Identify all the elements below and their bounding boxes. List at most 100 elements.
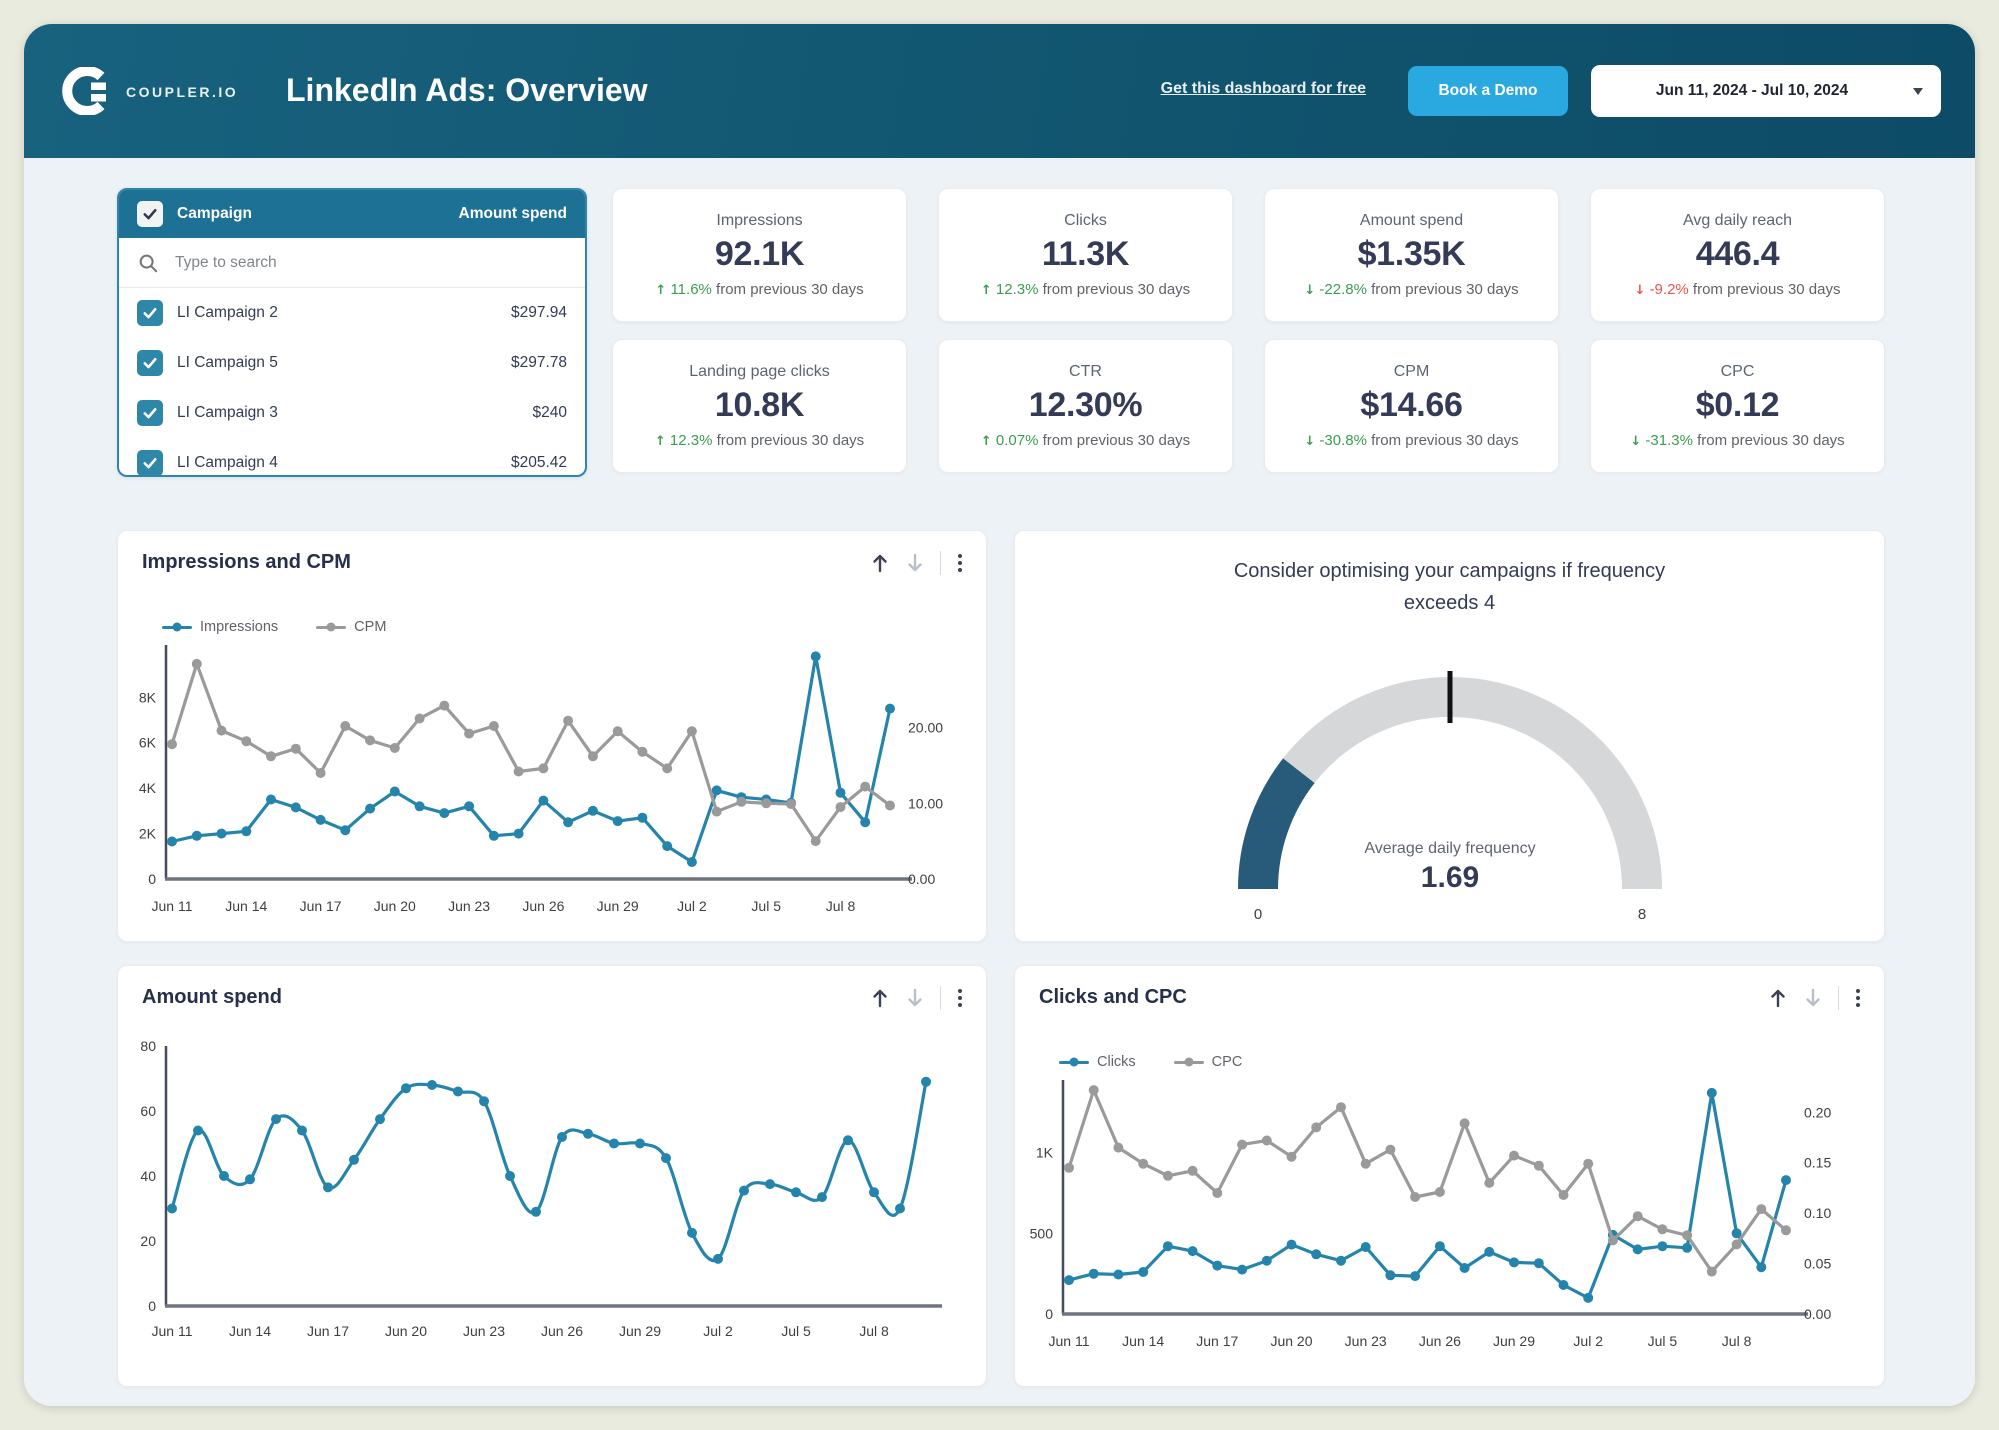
svg-text:0: 0 xyxy=(1254,906,1262,923)
brand-name: COUPLER.IO xyxy=(126,84,239,100)
kpi-card: CPC $0.12 ↓ -31.3% from previous 30 days xyxy=(1590,339,1885,473)
kpi-card: Amount spend $1.35K ↓ -22.8% from previo… xyxy=(1264,188,1559,322)
svg-text:0: 0 xyxy=(1045,1306,1053,1322)
svg-text:6K: 6K xyxy=(139,735,157,751)
campaign-checkbox[interactable] xyxy=(137,450,163,475)
chevron-down-icon xyxy=(1913,87,1923,95)
kpi-card: Clicks 11.3K ↑ 12.3% from previous 30 da… xyxy=(938,188,1233,322)
svg-text:80: 80 xyxy=(140,1038,156,1054)
kpi-label: Clicks xyxy=(1064,212,1107,229)
kpi-delta: ↑ 11.6% from previous 30 days xyxy=(655,281,864,298)
legend-label: Impressions xyxy=(200,619,279,635)
sort-descending-icon[interactable] xyxy=(905,552,925,574)
kpi-card: CTR 12.30% ↑ 0.07% from previous 30 days xyxy=(938,339,1233,473)
campaign-search-input[interactable] xyxy=(173,252,567,273)
svg-text:Jun 26: Jun 26 xyxy=(541,1323,583,1339)
date-range-picker[interactable]: Jun 11, 2024 - Jul 10, 2024 xyxy=(1591,65,1941,117)
more-options-icon[interactable] xyxy=(956,987,964,1009)
svg-text:Jun 26: Jun 26 xyxy=(1419,1333,1461,1349)
kpi-label: Avg daily reach xyxy=(1682,212,1793,229)
svg-text:20: 20 xyxy=(140,1233,156,1249)
svg-text:Jun 26: Jun 26 xyxy=(522,898,564,914)
campaign-name: LI Campaign 3 xyxy=(177,404,278,421)
page-title: LinkedIn Ads: Overview xyxy=(286,72,648,108)
svg-text:10.00: 10.00 xyxy=(908,795,943,811)
campaign-row[interactable]: LI Campaign 2 $297.94 xyxy=(119,288,585,338)
more-options-icon[interactable] xyxy=(1854,987,1862,1009)
svg-text:20.00: 20.00 xyxy=(908,720,943,736)
svg-text:60: 60 xyxy=(140,1103,156,1119)
amount-spend-column-header: Amount spend xyxy=(458,205,568,222)
kpi-label: CPC xyxy=(1720,363,1755,380)
svg-text:Jul 8: Jul 8 xyxy=(859,1323,889,1339)
kpi-delta: ↓ -9.2% from previous 30 days xyxy=(1634,281,1841,298)
campaign-row[interactable]: LI Campaign 5 $297.78 xyxy=(119,338,585,388)
svg-text:Jun 11: Jun 11 xyxy=(152,1323,193,1339)
svg-text:Jun 29: Jun 29 xyxy=(597,898,639,914)
svg-text:0.05: 0.05 xyxy=(1804,1256,1831,1272)
kpi-label: Landing page clicks xyxy=(689,363,830,380)
campaign-row-list: LI Campaign 2 $297.94 LI Campaign 5 $297… xyxy=(119,288,585,475)
legend-item: CPM xyxy=(316,619,386,635)
kpi-value: 11.3K xyxy=(1041,235,1130,273)
svg-text:Jun 11: Jun 11 xyxy=(152,898,193,914)
campaign-checkbox[interactable] xyxy=(137,300,163,326)
kpi-card: Landing page clicks 10.8K ↑ 12.3% from p… xyxy=(612,339,907,473)
up-trend-icon: ↑ xyxy=(980,283,992,298)
kpi-card: CPM $14.66 ↓ -30.8% from previous 30 day… xyxy=(1264,339,1559,473)
sort-descending-icon[interactable] xyxy=(1803,987,1823,1009)
campaign-checkbox[interactable] xyxy=(137,400,163,426)
campaign-row[interactable]: LI Campaign 4 $205.42 xyxy=(119,438,585,475)
book-demo-button[interactable]: Book a Demo xyxy=(1408,66,1568,116)
kpi-delta: ↓ -22.8% from previous 30 days xyxy=(1304,281,1519,298)
clicks-cpc-chart: 0 500 1K 0.00 0.05 0.10 0.15 0.20 Jun 11 Jun 14 Ju… xyxy=(1030,1080,1831,1349)
svg-text:Jul 5: Jul 5 xyxy=(1648,1333,1678,1349)
svg-text:Jul 2: Jul 2 xyxy=(677,898,707,914)
svg-text:Jun 23: Jun 23 xyxy=(463,1323,505,1339)
sort-ascending-icon[interactable] xyxy=(870,987,890,1009)
svg-text:8: 8 xyxy=(1638,906,1646,923)
kpi-delta: ↑ 12.3% from previous 30 days xyxy=(654,432,865,449)
svg-text:0.15: 0.15 xyxy=(1804,1155,1831,1171)
legend-item: CPC xyxy=(1173,1054,1242,1070)
sort-ascending-icon[interactable] xyxy=(870,552,890,574)
svg-text:Jun 23: Jun 23 xyxy=(1345,1333,1387,1349)
svg-text:Jun 20: Jun 20 xyxy=(1270,1333,1312,1349)
svg-text:0: 0 xyxy=(148,1298,156,1314)
kpi-delta: ↓ -31.3% from previous 30 days xyxy=(1630,432,1845,449)
svg-text:Jul 2: Jul 2 xyxy=(703,1323,733,1339)
svg-text:Jul 8: Jul 8 xyxy=(826,898,856,914)
amount-spend-card: Amount spend 0 20 40 60 80 Jun 11 Jun 14 Jun 17… xyxy=(117,965,987,1387)
clicks-cpc-card: Clicks and CPC Clicks CPC 0 500 1K 0.00 0.05… xyxy=(1014,965,1885,1387)
more-options-icon[interactable] xyxy=(956,552,964,574)
frequency-gauge-card: Consider optimising your campaigns if fr… xyxy=(1014,530,1885,942)
coupler-logo-icon xyxy=(62,67,106,115)
kpi-card: Avg daily reach 446.4 ↓ -9.2% from previ… xyxy=(1590,188,1885,322)
sort-descending-icon[interactable] xyxy=(905,987,925,1009)
kpi-label: Impressions xyxy=(716,212,803,229)
kpi-value: $14.66 xyxy=(1360,386,1463,424)
get-dashboard-link[interactable]: Get this dashboard for free xyxy=(1160,80,1366,97)
impressions-cpm-title: Impressions and CPM xyxy=(142,551,351,573)
svg-text:8K: 8K xyxy=(139,689,157,705)
legend-swatch xyxy=(162,622,192,632)
svg-text:Jun 20: Jun 20 xyxy=(385,1323,427,1339)
kpi-delta: ↓ -30.8% from previous 30 days xyxy=(1304,432,1519,449)
campaign-checkbox[interactable] xyxy=(137,350,163,376)
kpi-delta: ↑ 0.07% from previous 30 days xyxy=(980,432,1191,449)
gauge-title: Consider optimising your campaigns if fr… xyxy=(1233,560,1666,614)
dashboard-frame: COUPLER.IO LinkedIn Ads: Overview Get th… xyxy=(24,24,1975,1406)
campaign-amount: $205.42 xyxy=(510,454,567,471)
frequency-gauge-chart: Average daily frequency 1.69 0 8 xyxy=(1238,671,1662,923)
campaign-panel-header: Campaign Amount spend xyxy=(119,190,585,238)
chart-toolbar xyxy=(870,986,964,1010)
svg-text:Jun 14: Jun 14 xyxy=(1122,1333,1164,1349)
legend-item: Clicks xyxy=(1059,1054,1136,1070)
select-all-checkbox[interactable] xyxy=(137,201,163,227)
up-trend-icon: ↑ xyxy=(654,434,666,449)
svg-text:2K: 2K xyxy=(139,826,157,842)
campaign-name: LI Campaign 4 xyxy=(177,454,278,471)
amount-spend-chart: 0 20 40 60 80 Jun 11 Jun 14 Jun 17 Jun 20 Jun 23 J… xyxy=(140,1038,942,1339)
campaign-row[interactable]: LI Campaign 3 $240 xyxy=(119,388,585,438)
sort-ascending-icon[interactable] xyxy=(1768,987,1788,1009)
